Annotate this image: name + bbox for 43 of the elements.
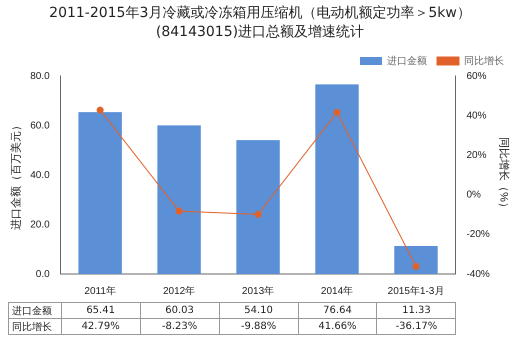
- data-label: 65.41: [61, 302, 140, 318]
- point: [96, 106, 104, 114]
- bar: [394, 246, 438, 274]
- y2-tick-label: 0%: [466, 190, 482, 201]
- data-label: -9.88%: [219, 318, 298, 334]
- y2-tick-label: -40%: [466, 268, 490, 280]
- point: [176, 208, 183, 215]
- y2-axis-title: 同比增长（%）: [497, 137, 510, 213]
- y2-tick-label: -20%: [466, 229, 490, 240]
- x-tick-label: 2011年: [84, 284, 116, 297]
- y-tick-label: 0.0: [36, 268, 50, 280]
- point: [334, 108, 341, 116]
- point: [412, 262, 420, 270]
- x-tick-label: 2014年: [320, 284, 354, 297]
- data-label: 54.10: [219, 302, 298, 318]
- bar: [315, 84, 359, 274]
- x-tick-label: 2013年: [242, 284, 274, 297]
- data-label: 41.66%: [298, 318, 377, 334]
- data-label: 60.03: [140, 302, 220, 318]
- data-label: -36.17%: [376, 318, 456, 334]
- point: [254, 210, 262, 218]
- text: 同比增长: [12, 322, 52, 332]
- data-label: 11.33: [376, 302, 456, 318]
- legend-label: 进口金额: [387, 54, 427, 67]
- data-label: 76.64: [298, 302, 377, 318]
- y-tick-label: 60.0: [30, 120, 50, 132]
- y-tick-label: 20.0: [30, 219, 50, 230]
- y2-tick-label: 40%: [466, 110, 487, 122]
- y2-tick-label: 20%: [466, 150, 487, 161]
- chart-title: 2011-2015年3月冷藏或冷冻箱用压缩机（电动机额定功率＞5kw）(84143015)进口总额及增速统计: [48, 4, 472, 42]
- data-label: 42.79%: [61, 318, 140, 334]
- x-tick-label: 2012年: [162, 284, 196, 297]
- bar: [236, 140, 280, 274]
- y-tick-label: 40.0: [30, 170, 50, 181]
- bar: [157, 125, 201, 274]
- y-tick-label: 80.0: [30, 70, 50, 82]
- data-label: -8.23%: [140, 318, 220, 334]
- y2-tick-label: 60%: [466, 70, 487, 82]
- x-tick-label: 2015年1-3月: [388, 284, 444, 297]
- text: 进口金额: [12, 306, 52, 316]
- y-axis-title: 进口金额（百万美元）: [10, 120, 23, 230]
- legend-label: 同比增长: [464, 54, 504, 67]
- bar: [78, 112, 122, 274]
